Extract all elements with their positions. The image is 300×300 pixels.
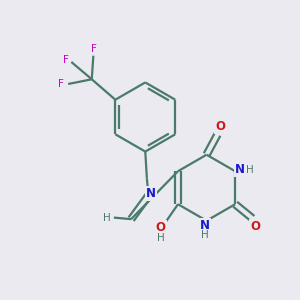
Text: O: O <box>156 221 166 234</box>
Text: F: F <box>91 44 97 54</box>
Text: H: H <box>103 213 111 223</box>
Text: N: N <box>146 187 156 200</box>
Text: O: O <box>250 220 260 233</box>
Text: H: H <box>246 165 254 175</box>
Text: N: N <box>235 163 245 176</box>
Text: F: F <box>58 79 64 89</box>
Text: F: F <box>63 56 69 65</box>
Text: N: N <box>200 219 210 232</box>
Text: O: O <box>215 120 225 133</box>
Text: H: H <box>157 233 165 243</box>
Text: H: H <box>201 230 209 240</box>
